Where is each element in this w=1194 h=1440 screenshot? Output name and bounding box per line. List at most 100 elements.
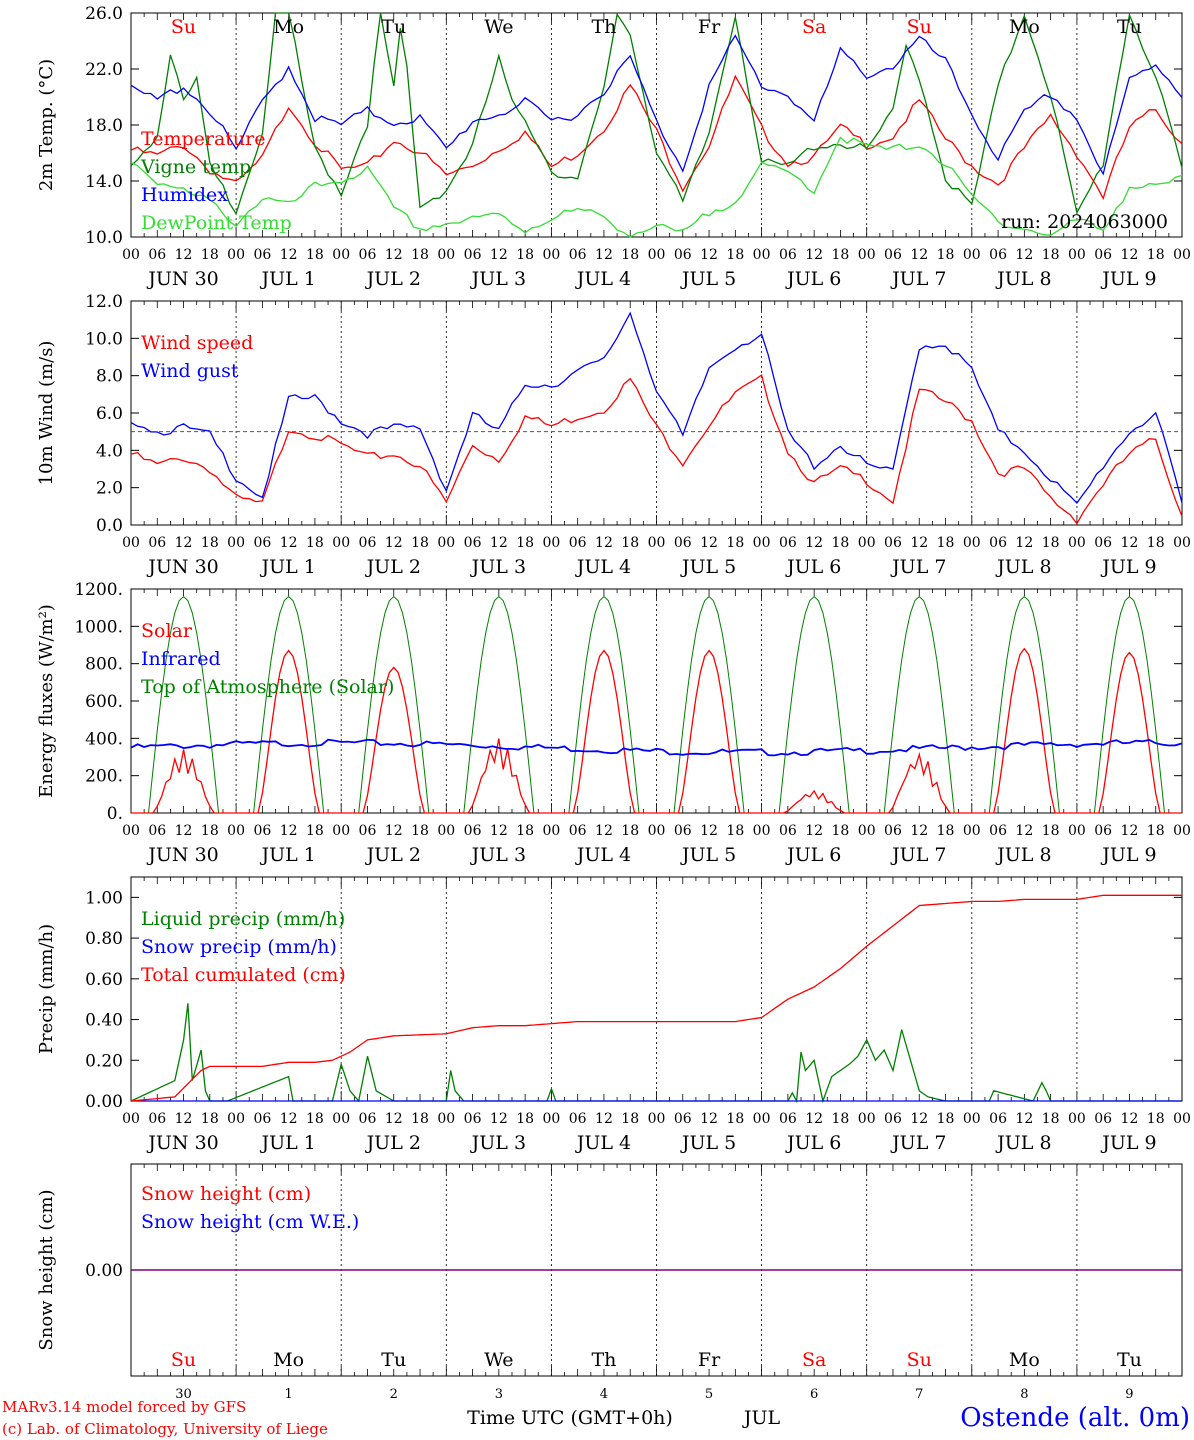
hour-label: 18 bbox=[726, 823, 744, 839]
month-label: JUL bbox=[742, 1407, 781, 1429]
hour-label: 12 bbox=[910, 535, 928, 551]
hour-label: 12 bbox=[280, 535, 298, 551]
hour-label: 18 bbox=[937, 1111, 955, 1127]
solar-line bbox=[131, 647, 1182, 814]
hour-label: 06 bbox=[253, 247, 271, 263]
date-label: JUL 6 bbox=[785, 268, 841, 290]
hour-label: 12 bbox=[385, 823, 403, 839]
hour-label: 06 bbox=[884, 535, 902, 551]
hour-label: 06 bbox=[989, 1111, 1007, 1127]
hour-label: 18 bbox=[411, 247, 429, 263]
wind-panel: 0.0 2.0 4.0 6.0 8.0 10.0 12.0 10m Wind (m/s) 00 0… bbox=[36, 292, 1191, 578]
legend-entry: Wind gust bbox=[141, 360, 239, 382]
hour-label: 06 bbox=[674, 535, 692, 551]
hour-label: 12 bbox=[385, 1111, 403, 1127]
hour-label: 06 bbox=[674, 247, 692, 263]
hour-label: 18 bbox=[201, 247, 219, 263]
hour-label: 12 bbox=[175, 247, 193, 263]
y-axis-label: Energy fluxes (W/m²) bbox=[36, 604, 57, 798]
hour-label: 12 bbox=[595, 247, 613, 263]
y-tick-label: 26.0 bbox=[85, 4, 123, 24]
y-tick-label: 200. bbox=[85, 767, 123, 787]
hour-label: 00 bbox=[542, 247, 560, 263]
hour-label: 00 bbox=[858, 535, 876, 551]
hour-label: 18 bbox=[306, 823, 324, 839]
model-credit: MARv3.14 model forced by GFS bbox=[2, 1398, 246, 1416]
run-label: run: 2024063000 bbox=[1001, 211, 1168, 233]
y-tick-label: 10.0 bbox=[85, 228, 123, 248]
weekday-label-bottom: We bbox=[484, 1349, 513, 1371]
hour-label: 12 bbox=[280, 247, 298, 263]
legend-entry: Top of Atmosphere (Solar) bbox=[141, 676, 394, 698]
hour-label: 12 bbox=[1015, 247, 1033, 263]
hour-label: 00 bbox=[227, 1111, 245, 1127]
hour-label: 12 bbox=[175, 1111, 193, 1127]
y-tick-label: 10.0 bbox=[85, 329, 123, 349]
series-1-line bbox=[130, 311, 1183, 505]
hour-label: 18 bbox=[937, 247, 955, 263]
hour-label: 12 bbox=[385, 535, 403, 551]
weekday-label-top: Mo bbox=[1009, 16, 1040, 38]
y-tick-label: 0.80 bbox=[85, 929, 123, 949]
hour-label: 00 bbox=[122, 535, 140, 551]
hour-label: 06 bbox=[464, 823, 482, 839]
weekday-label-top: Mo bbox=[273, 16, 304, 38]
hour-label: 00 bbox=[332, 1111, 350, 1127]
hour-label: 00 bbox=[1068, 535, 1086, 551]
hour-label: 18 bbox=[411, 535, 429, 551]
hour-label: 18 bbox=[411, 1111, 429, 1127]
y-tick-label: 600. bbox=[85, 692, 123, 712]
day-number-label: 4 bbox=[600, 1387, 608, 1402]
hour-label: 00 bbox=[753, 823, 771, 839]
weekday-label-bottom: Sa bbox=[802, 1349, 826, 1371]
hour-label: 12 bbox=[910, 247, 928, 263]
hour-label: 12 bbox=[595, 1111, 613, 1127]
hour-label: 00 bbox=[227, 823, 245, 839]
weekday-label-top: Sa bbox=[802, 16, 826, 38]
hour-label: 18 bbox=[832, 823, 850, 839]
hour-label: 06 bbox=[253, 823, 271, 839]
hour-label: 06 bbox=[779, 823, 797, 839]
y-tick-label: 2.0 bbox=[96, 479, 123, 499]
date-label: JUL 2 bbox=[365, 1132, 421, 1154]
hour-label: 00 bbox=[963, 247, 981, 263]
weekday-label-bottom: Tu bbox=[381, 1349, 406, 1371]
legend-entry: DewPoint Temp bbox=[141, 212, 292, 234]
date-label: JUL 4 bbox=[575, 844, 631, 866]
hour-label: 00 bbox=[1173, 1111, 1191, 1127]
date-label: JUL 4 bbox=[575, 1132, 631, 1154]
date-label: JUL 8 bbox=[995, 268, 1051, 290]
hour-label: 00 bbox=[542, 535, 560, 551]
date-label: JUN 30 bbox=[146, 1132, 218, 1154]
hour-label: 00 bbox=[1068, 247, 1086, 263]
hour-label: 18 bbox=[832, 1111, 850, 1127]
y-tick-label: 0.00 bbox=[85, 1092, 123, 1112]
hour-label: 12 bbox=[280, 1111, 298, 1127]
y-tick-label: 1000. bbox=[74, 617, 123, 637]
y-tick-label: 0.40 bbox=[85, 1011, 123, 1031]
hour-label: 00 bbox=[1068, 823, 1086, 839]
hour-label: 12 bbox=[1015, 1111, 1033, 1127]
weekday-label-top: Fr bbox=[698, 16, 721, 38]
hour-label: 06 bbox=[569, 823, 587, 839]
hour-label: 00 bbox=[542, 823, 560, 839]
weekday-label-top: Th bbox=[591, 16, 616, 38]
weekday-label-bottom: Tu bbox=[1117, 1349, 1142, 1371]
y-tick-label: 1.00 bbox=[85, 888, 123, 908]
hour-label: 18 bbox=[1042, 247, 1060, 263]
hour-label: 06 bbox=[569, 247, 587, 263]
date-label: JUN 30 bbox=[146, 556, 218, 578]
hour-label: 06 bbox=[359, 1111, 377, 1127]
hour-label: 00 bbox=[332, 247, 350, 263]
hour-label: 18 bbox=[621, 247, 639, 263]
y-tick-label: 400. bbox=[85, 729, 123, 749]
hour-label: 12 bbox=[1121, 247, 1139, 263]
date-label: JUL 5 bbox=[680, 556, 736, 578]
day-number-label: 2 bbox=[390, 1387, 398, 1402]
hour-label: 06 bbox=[359, 535, 377, 551]
hour-label: 12 bbox=[805, 1111, 823, 1127]
lab-credit: (c) Lab. of Climatology, University of L… bbox=[2, 1420, 328, 1438]
date-label: JUL 4 bbox=[575, 268, 631, 290]
hour-label: 12 bbox=[700, 1111, 718, 1127]
hour-label: 00 bbox=[437, 1111, 455, 1127]
